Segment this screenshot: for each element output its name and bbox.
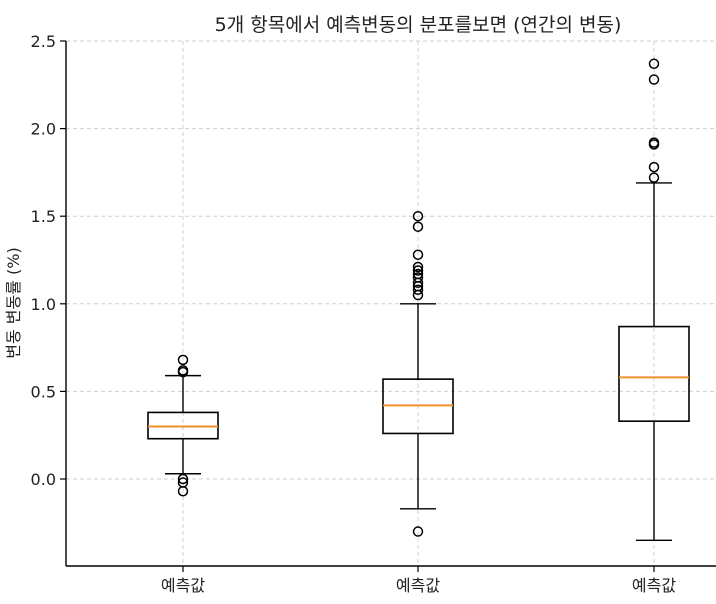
outlier-point [648,74,660,85]
x-tick-label: 예측값 [396,576,440,595]
outlier-point [177,365,189,376]
y-ticks: 0.0 0.5 1.0 1.5 2.0 2.5 [31,32,66,489]
outlier-point [412,210,424,222]
outlier-point [412,284,424,296]
outlier-point [412,265,424,276]
x-ticks: 예측값 예측값 예측값 [161,566,676,595]
iqr-box [618,325,690,422]
y-tick-label: 0.0 [31,470,56,489]
outlier-point [648,58,660,70]
box-group [618,58,690,542]
box-group [147,354,219,497]
y-axis-title: 변동 변동률 (%) [4,247,23,358]
boxes [147,58,690,542]
outlier-point [412,249,424,260]
outlier-point [177,354,189,366]
outlier-point [648,161,660,173]
outlier-point [648,172,660,183]
outlier-point [412,272,424,283]
outlier-point [412,261,424,273]
outlier-point [412,221,424,232]
y-tick-label: 1.0 [31,295,56,314]
y-tick-label: 0.5 [31,382,56,401]
y-tick-label: 2.5 [31,32,56,51]
outlier-point [412,268,424,280]
outlier-point [177,477,189,488]
x-tick-label: 예측값 [161,576,205,595]
chart-title: 5개 항목에서 예측변동의 분포를보면 (연간의 변동) [215,14,622,36]
outlier-point [412,526,424,537]
x-tick-label: 예측값 [632,576,676,595]
y-tick-label: 1.5 [31,207,56,226]
grid [66,40,716,566]
y-tick-label: 2.0 [31,120,56,139]
outlier-point [648,137,660,148]
outlier-point [177,473,189,485]
box-group [382,210,454,537]
